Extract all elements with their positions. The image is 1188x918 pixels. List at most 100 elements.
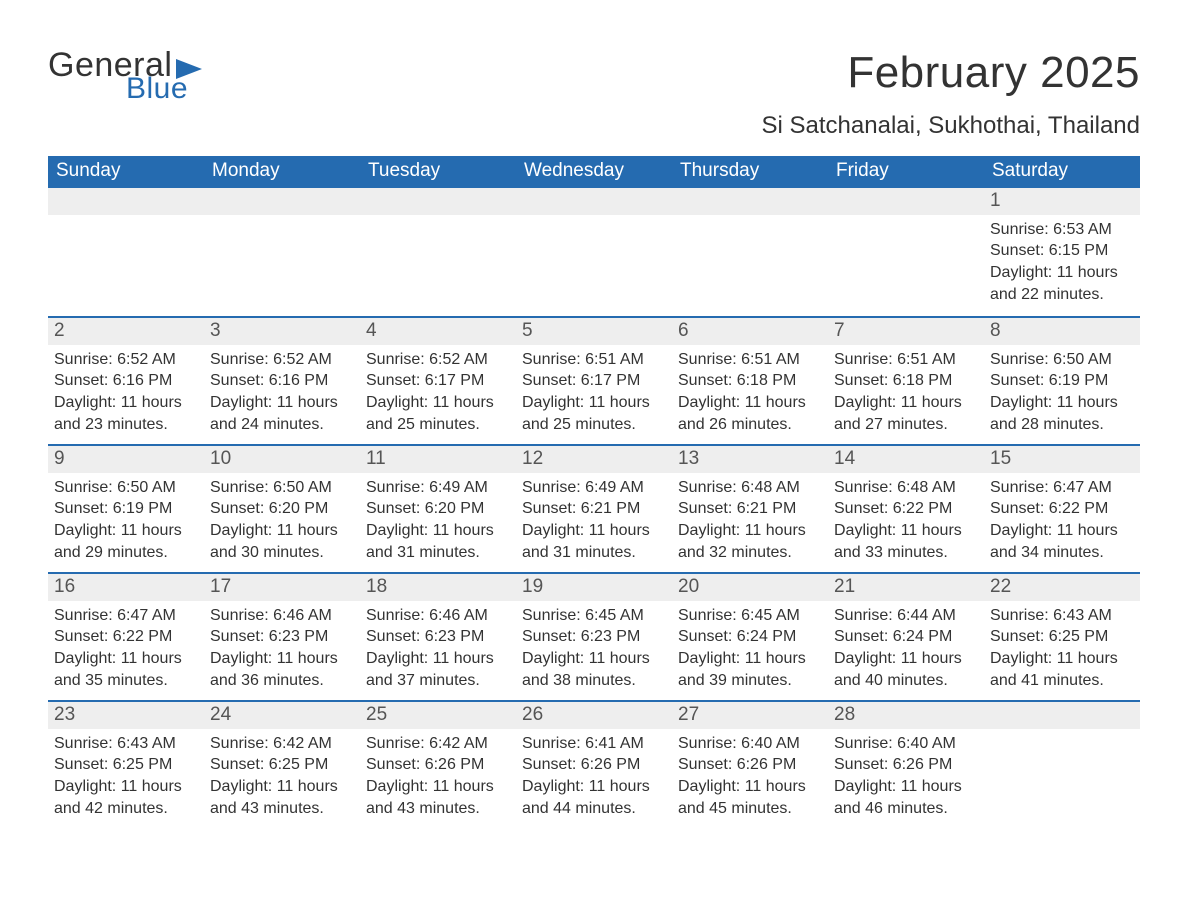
sunrise-text: Sunrise: 6:40 AM xyxy=(834,733,978,755)
sunrise-text: Sunrise: 6:46 AM xyxy=(366,605,510,627)
sunrise-text: Sunrise: 6:42 AM xyxy=(366,733,510,755)
day-cell xyxy=(516,188,672,316)
day-number: 17 xyxy=(204,572,360,601)
day-body: Sunrise: 6:44 AMSunset: 6:24 PMDaylight:… xyxy=(828,601,984,691)
sunset-text: Sunset: 6:24 PM xyxy=(678,626,822,648)
sunrise-text: Sunrise: 6:43 AM xyxy=(990,605,1134,627)
sunset-text: Sunset: 6:16 PM xyxy=(210,370,354,392)
day-body xyxy=(204,215,360,219)
sunrise-text: Sunrise: 6:52 AM xyxy=(366,349,510,371)
daylight-text: Daylight: 11 hours and 43 minutes. xyxy=(210,776,354,819)
day-number: 27 xyxy=(672,700,828,729)
day-cell: 26Sunrise: 6:41 AMSunset: 6:26 PMDayligh… xyxy=(516,700,672,828)
sunrise-text: Sunrise: 6:52 AM xyxy=(54,349,198,371)
sunset-text: Sunset: 6:18 PM xyxy=(834,370,978,392)
day-number: 2 xyxy=(48,316,204,345)
daylight-text: Daylight: 11 hours and 38 minutes. xyxy=(522,648,666,691)
sunset-text: Sunset: 6:24 PM xyxy=(834,626,978,648)
col-tuesday: Tuesday xyxy=(360,156,516,188)
col-sunday: Sunday xyxy=(48,156,204,188)
daylight-text: Daylight: 11 hours and 39 minutes. xyxy=(678,648,822,691)
day-cell: 4Sunrise: 6:52 AMSunset: 6:17 PMDaylight… xyxy=(360,316,516,444)
sunrise-text: Sunrise: 6:44 AM xyxy=(834,605,978,627)
day-body: Sunrise: 6:50 AMSunset: 6:19 PMDaylight:… xyxy=(984,345,1140,435)
day-cell xyxy=(984,700,1140,828)
day-cell xyxy=(672,188,828,316)
week-row: 1 Sunrise: 6:53 AMSunset: 6:15 PMDaylight… xyxy=(48,188,1140,316)
day-number: 3 xyxy=(204,316,360,345)
day-body: Sunrise: 6:51 AMSunset: 6:17 PMDaylight:… xyxy=(516,345,672,435)
sunrise-text: Sunrise: 6:49 AM xyxy=(366,477,510,499)
sunset-text: Sunset: 6:21 PM xyxy=(678,498,822,520)
day-body: Sunrise: 6:46 AMSunset: 6:23 PMDaylight:… xyxy=(204,601,360,691)
daylight-text: Daylight: 11 hours and 42 minutes. xyxy=(54,776,198,819)
day-cell: 5Sunrise: 6:51 AMSunset: 6:17 PMDaylight… xyxy=(516,316,672,444)
day-cell: 28Sunrise: 6:40 AMSunset: 6:26 PMDayligh… xyxy=(828,700,984,828)
day-number: 8 xyxy=(984,316,1140,345)
day-number xyxy=(984,700,1140,729)
day-number xyxy=(204,188,360,215)
day-cell: 21Sunrise: 6:44 AMSunset: 6:24 PMDayligh… xyxy=(828,572,984,700)
day-cell: 27Sunrise: 6:40 AMSunset: 6:26 PMDayligh… xyxy=(672,700,828,828)
day-number: 9 xyxy=(48,444,204,473)
day-number: 21 xyxy=(828,572,984,601)
day-number: 6 xyxy=(672,316,828,345)
sunset-text: Sunset: 6:22 PM xyxy=(54,626,198,648)
day-cell: 23Sunrise: 6:43 AMSunset: 6:25 PMDayligh… xyxy=(48,700,204,828)
sunrise-text: Sunrise: 6:51 AM xyxy=(678,349,822,371)
daylight-text: Daylight: 11 hours and 36 minutes. xyxy=(210,648,354,691)
day-number: 1 xyxy=(984,188,1140,215)
day-cell: 20Sunrise: 6:45 AMSunset: 6:24 PMDayligh… xyxy=(672,572,828,700)
sunset-text: Sunset: 6:25 PM xyxy=(54,754,198,776)
daylight-text: Daylight: 11 hours and 35 minutes. xyxy=(54,648,198,691)
day-cell: 1 Sunrise: 6:53 AMSunset: 6:15 PMDaylight… xyxy=(984,188,1140,316)
day-number xyxy=(48,188,204,215)
day-body: Sunrise: 6:46 AMSunset: 6:23 PMDaylight:… xyxy=(360,601,516,691)
day-body: Sunrise: 6:40 AMSunset: 6:26 PMDaylight:… xyxy=(828,729,984,819)
day-cell xyxy=(48,188,204,316)
sunrise-text: Sunrise: 6:50 AM xyxy=(54,477,198,499)
daylight-text: Daylight: 11 hours and 43 minutes. xyxy=(366,776,510,819)
day-cell: 6Sunrise: 6:51 AMSunset: 6:18 PMDaylight… xyxy=(672,316,828,444)
sunrise-text: Sunrise: 6:48 AM xyxy=(834,477,978,499)
day-number: 18 xyxy=(360,572,516,601)
day-cell: 15Sunrise: 6:47 AMSunset: 6:22 PMDayligh… xyxy=(984,444,1140,572)
sunrise-text: Sunrise: 6:50 AM xyxy=(210,477,354,499)
day-body: Sunrise: 6:50 AMSunset: 6:20 PMDaylight:… xyxy=(204,473,360,563)
day-cell xyxy=(828,188,984,316)
daylight-text: Daylight: 11 hours and 28 minutes. xyxy=(990,392,1134,435)
daylight-text: Daylight: 11 hours and 25 minutes. xyxy=(366,392,510,435)
day-body xyxy=(984,729,1140,733)
sunset-text: Sunset: 6:26 PM xyxy=(522,754,666,776)
day-number: 24 xyxy=(204,700,360,729)
sunset-text: Sunset: 6:19 PM xyxy=(990,370,1134,392)
sunset-text: Sunset: 6:15 PM xyxy=(990,240,1134,262)
sunrise-text: Sunrise: 6:52 AM xyxy=(210,349,354,371)
daylight-text: Daylight: 11 hours and 27 minutes. xyxy=(834,392,978,435)
day-cell: 17Sunrise: 6:46 AMSunset: 6:23 PMDayligh… xyxy=(204,572,360,700)
title-block: February 2025 Si Satchanalai, Sukhothai,… xyxy=(762,48,1140,140)
col-monday: Monday xyxy=(204,156,360,188)
daylight-text: Daylight: 11 hours and 34 minutes. xyxy=(990,520,1134,563)
daylight-text: Daylight: 11 hours and 24 minutes. xyxy=(210,392,354,435)
day-body xyxy=(360,215,516,219)
day-body xyxy=(48,215,204,219)
day-cell: 12Sunrise: 6:49 AMSunset: 6:21 PMDayligh… xyxy=(516,444,672,572)
sunrise-text: Sunrise: 6:53 AM xyxy=(990,219,1134,241)
sunrise-text: Sunrise: 6:45 AM xyxy=(678,605,822,627)
day-body: Sunrise: 6:52 AMSunset: 6:17 PMDaylight:… xyxy=(360,345,516,435)
day-body xyxy=(516,215,672,219)
day-cell: 2Sunrise: 6:52 AMSunset: 6:16 PMDaylight… xyxy=(48,316,204,444)
col-thursday: Thursday xyxy=(672,156,828,188)
daylight-text: Daylight: 11 hours and 22 minutes. xyxy=(990,262,1134,305)
daylight-text: Daylight: 11 hours and 26 minutes. xyxy=(678,392,822,435)
day-body xyxy=(828,215,984,219)
day-body: Sunrise: 6:42 AMSunset: 6:26 PMDaylight:… xyxy=(360,729,516,819)
sunrise-text: Sunrise: 6:45 AM xyxy=(522,605,666,627)
day-number: 15 xyxy=(984,444,1140,473)
day-cell: 19Sunrise: 6:45 AMSunset: 6:23 PMDayligh… xyxy=(516,572,672,700)
sunset-text: Sunset: 6:19 PM xyxy=(54,498,198,520)
day-number: 19 xyxy=(516,572,672,601)
calendar-table: Sunday Monday Tuesday Wednesday Thursday… xyxy=(48,156,1140,828)
sunrise-text: Sunrise: 6:47 AM xyxy=(990,477,1134,499)
